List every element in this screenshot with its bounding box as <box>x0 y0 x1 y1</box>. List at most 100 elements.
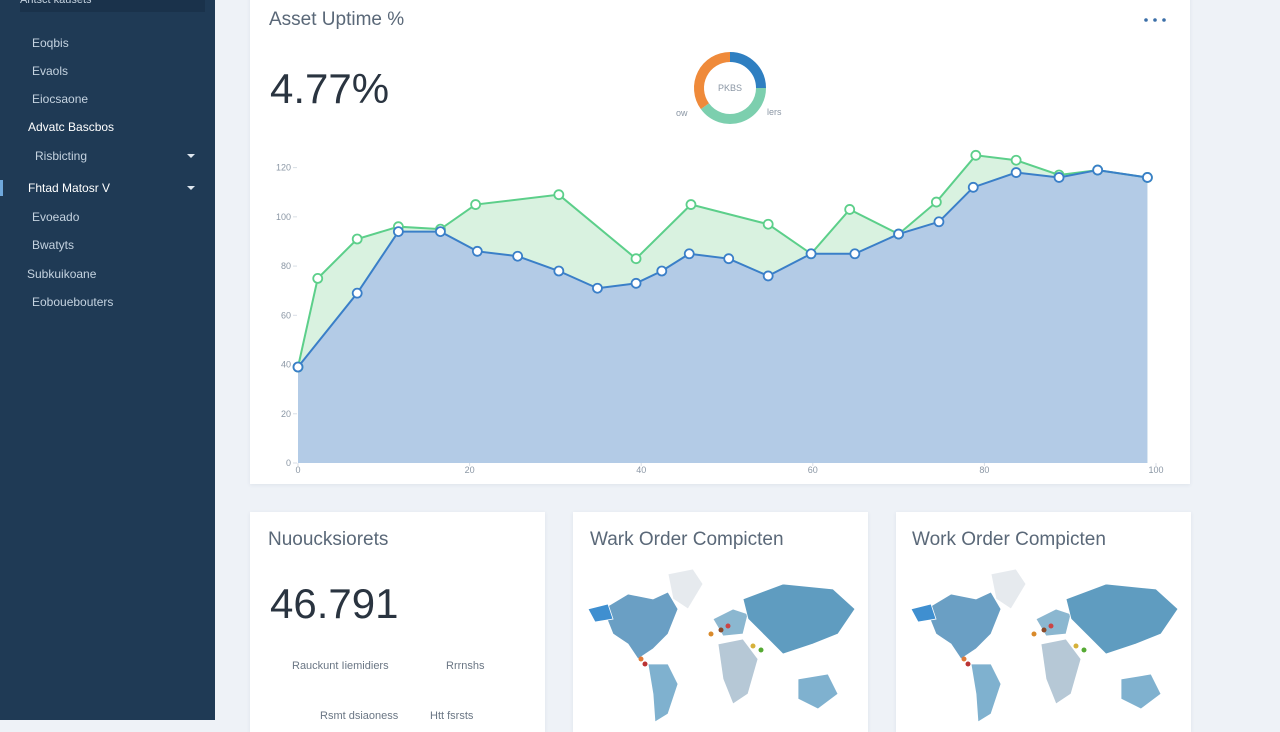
map-marker <box>1081 647 1087 653</box>
data-point <box>849 248 861 260</box>
data-point <box>351 287 363 299</box>
continent <box>647 663 679 723</box>
row-value: Htt fsrsts <box>430 710 474 722</box>
data-point <box>553 189 565 201</box>
menu-dot[interactable] <box>1162 18 1166 22</box>
y-tick-label: 0 <box>286 458 291 468</box>
donut-label: lers <box>767 107 782 117</box>
map-marker <box>750 643 756 649</box>
data-point <box>933 216 945 228</box>
map-marker <box>1048 623 1054 629</box>
continent <box>970 663 1002 723</box>
nav-item[interactable]: Eobouebouters <box>32 295 114 309</box>
continent <box>1040 638 1082 705</box>
nav-item[interactable]: Subkuikoane <box>27 267 97 281</box>
x-tick-label: 40 <box>636 465 646 475</box>
caret-icon[interactable] <box>187 154 195 158</box>
x-tick-label: 0 <box>295 465 300 475</box>
map-marker <box>638 656 644 662</box>
continent <box>587 603 614 623</box>
nav-item[interactable]: Risbicting <box>35 149 88 163</box>
row-value: Rrrnshs <box>446 660 485 672</box>
y-tick-label: 80 <box>281 261 291 271</box>
continent <box>1120 673 1162 710</box>
data-point <box>1092 164 1104 176</box>
nav-item[interactable]: Eoqbis <box>32 36 69 50</box>
data-point <box>592 282 603 294</box>
data-point <box>844 204 856 215</box>
data-point <box>292 361 304 373</box>
card-value: 46.791 <box>270 580 399 627</box>
world-map <box>910 568 1179 723</box>
row-label: Rsmt dsiaoness <box>320 710 399 722</box>
data-point <box>435 226 446 238</box>
y-tick-label: 100 <box>276 212 291 222</box>
map-marker <box>725 623 731 629</box>
continent <box>910 603 937 623</box>
donut-segment <box>700 87 766 124</box>
world-map <box>587 568 856 723</box>
card-title: Nuoucksiorets <box>268 529 389 550</box>
x-tick-label: 20 <box>465 465 475 475</box>
continent <box>602 591 679 660</box>
y-tick-label: 40 <box>281 360 291 370</box>
map-marker <box>965 661 971 667</box>
data-point <box>471 245 483 257</box>
y-tick-label: 120 <box>276 163 291 173</box>
uptime-card: Asset Uptime % 4.77% 0 20 40 60 80 100 120 0 20 4… <box>250 0 1190 484</box>
map-marker <box>1073 643 1079 649</box>
data-point <box>392 226 404 238</box>
map-marker <box>758 647 764 653</box>
nav-item[interactable]: Fhtad Matosr V <box>28 181 111 195</box>
continent <box>1035 608 1072 637</box>
sidebar-header[interactable]: Ahtsct kausets <box>20 0 205 12</box>
data-point <box>723 253 735 265</box>
x-tick-label: 80 <box>979 465 989 475</box>
data-point <box>512 250 524 262</box>
data-point <box>630 277 642 289</box>
data-point <box>470 199 482 210</box>
continent <box>797 673 839 710</box>
y-tick-label: 20 <box>281 409 291 419</box>
data-point <box>683 248 695 260</box>
menu-dot[interactable] <box>1144 18 1148 22</box>
y-tick-label: 60 <box>281 310 291 320</box>
caret-icon[interactable] <box>187 186 195 190</box>
data-point <box>893 228 904 240</box>
donut-label: ow <box>676 108 688 118</box>
card-title: Wark Order Compicten <box>590 529 784 550</box>
stat-card: Nuoucksiorets 46.791 Rauckunt Iiemidiers… <box>250 512 545 732</box>
data-point <box>1010 154 1022 166</box>
map-marker <box>961 656 967 662</box>
data-point <box>805 248 817 260</box>
continent <box>717 638 759 705</box>
card-title: Work Order Compicten <box>912 529 1106 550</box>
continent <box>742 583 856 655</box>
map-marker <box>708 631 714 637</box>
donut-center-label: PKBS <box>718 83 742 93</box>
data-point <box>1053 172 1065 183</box>
nav-item[interactable]: Evaols <box>32 64 69 78</box>
data-point <box>553 265 565 277</box>
card-value: 4.77% <box>270 65 389 112</box>
map-card: Work Order Compicten <box>896 512 1191 732</box>
continent <box>925 591 1002 660</box>
map-marker <box>642 661 648 667</box>
continent <box>667 568 704 610</box>
map-card: Wark Order Compicten <box>573 512 868 732</box>
continent <box>990 568 1027 610</box>
data-point <box>762 218 774 230</box>
data-point <box>351 233 363 245</box>
card-title: Asset Uptime % <box>269 9 404 30</box>
x-tick-label: 60 <box>808 465 818 475</box>
menu-dot[interactable] <box>1153 18 1157 22</box>
data-point <box>630 253 642 265</box>
active-indicator <box>0 180 3 196</box>
data-point <box>685 199 697 210</box>
data-point <box>762 270 774 282</box>
nav-item[interactable]: Evoeado <box>32 210 80 224</box>
nav-item[interactable]: Eiocsaone <box>32 92 89 106</box>
nav-item[interactable]: Advatc Bascbos <box>28 120 115 134</box>
data-point <box>1142 172 1153 183</box>
nav-item[interactable]: Bwatyts <box>32 238 75 252</box>
